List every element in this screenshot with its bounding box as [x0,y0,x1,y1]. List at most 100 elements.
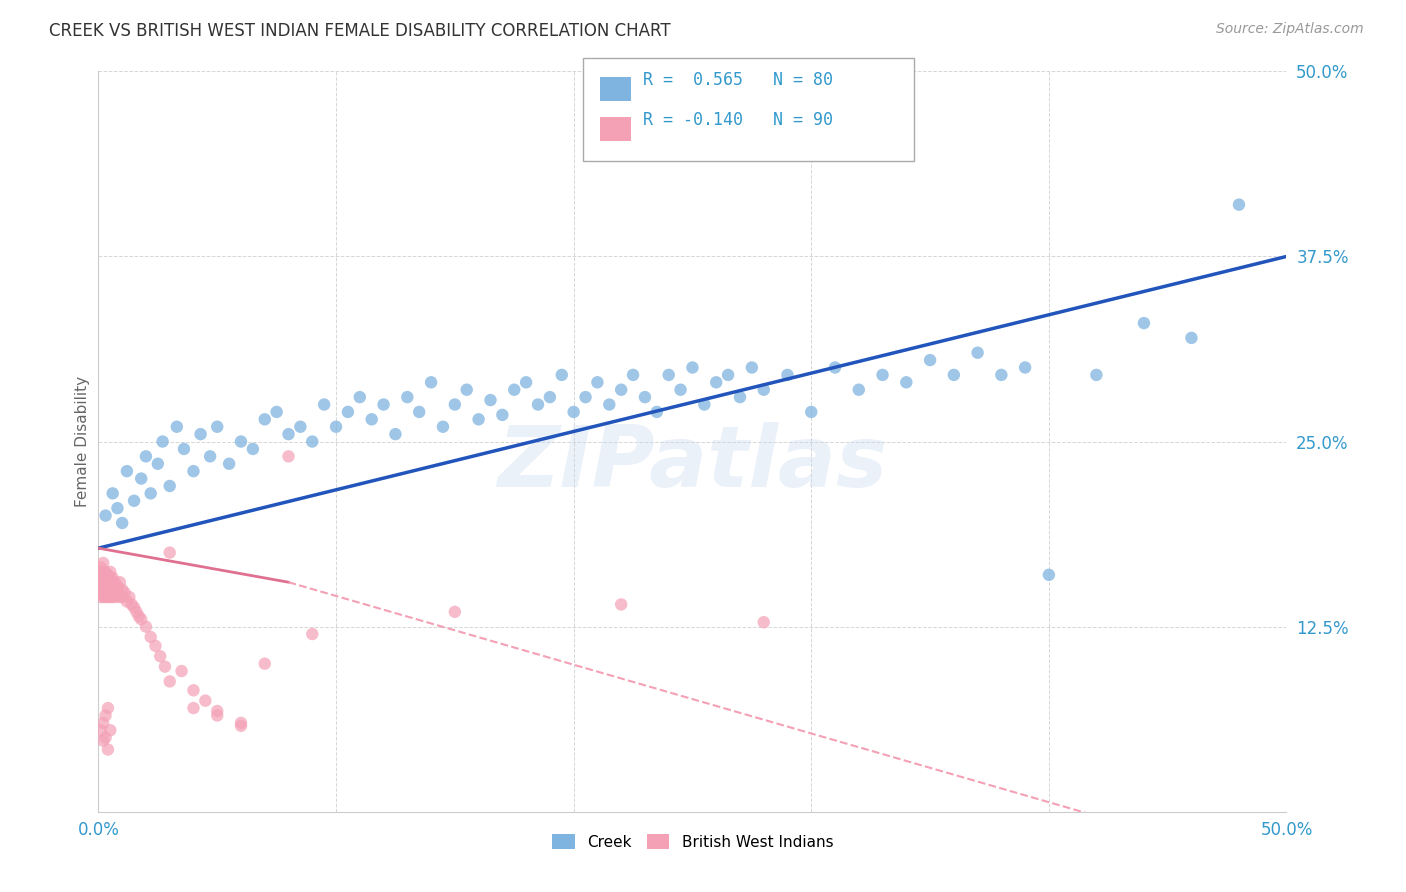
Point [98,585,121,599]
Point [139,486,162,500]
Point [94,567,117,582]
Point [94,565,117,579]
Point [159,546,181,560]
Point [104,575,127,590]
Point [97,578,120,592]
Point [91,565,114,579]
Point [277,450,299,464]
Text: Source: ZipAtlas.com: Source: ZipAtlas.com [1216,22,1364,37]
Point [98,580,121,594]
Point [101,590,124,604]
Point [91,733,114,747]
Point [135,450,157,464]
Point [966,345,988,359]
Point [170,664,193,678]
Point [848,383,870,397]
Point [634,390,657,404]
Point [94,575,117,590]
Point [717,368,740,382]
Point [94,585,117,599]
Point [752,383,775,397]
Point [94,580,117,594]
Point [90,575,112,590]
Point [704,376,727,390]
Point [114,585,136,599]
Point [97,742,120,756]
Point [94,575,117,590]
Point [115,594,138,608]
Point [408,405,430,419]
Point [776,368,799,382]
Point [129,612,152,626]
Point [101,585,124,599]
Point [111,516,134,530]
Point [456,383,478,397]
Point [198,450,221,464]
Point [146,457,169,471]
Point [586,376,609,390]
Point [91,571,114,585]
Point [942,368,965,382]
Point [253,412,276,426]
Point [872,368,894,382]
Point [1180,331,1202,345]
Point [527,398,550,412]
Point [183,464,205,478]
Point [135,619,157,633]
Point [159,479,181,493]
Point [98,723,121,738]
Point [104,590,127,604]
Point [101,571,124,585]
Point [90,567,112,582]
Point [741,360,763,375]
Text: R =  0.565   N = 80: R = 0.565 N = 80 [643,71,832,89]
Point [91,571,114,585]
Point [621,368,644,382]
Point [669,383,692,397]
Point [896,376,918,390]
Legend: Creek, British West Indians: Creek, British West Indians [546,828,839,856]
Point [207,708,229,723]
Point [108,575,131,590]
Point [101,580,124,594]
Point [90,567,112,582]
Point [207,704,229,718]
Point [173,442,195,456]
Point [290,419,312,434]
Point [598,398,620,412]
Point [97,590,120,604]
Point [301,434,323,449]
Point [515,376,537,390]
Point [104,585,127,599]
Point [253,657,276,671]
Point [139,630,162,644]
Point [444,398,467,412]
Point [91,575,114,590]
Point [503,383,526,397]
Point [98,590,121,604]
Text: CREEK VS BRITISH WEST INDIAN FEMALE DISABILITY CORRELATION CHART: CREEK VS BRITISH WEST INDIAN FEMALE DISA… [49,22,671,40]
Point [94,708,117,723]
Point [91,567,114,582]
Point [800,405,823,419]
Point [90,565,112,579]
Point [301,627,323,641]
Point [107,580,129,594]
Point [94,590,117,604]
Point [107,585,129,599]
Point [229,434,252,449]
Point [373,398,395,412]
Point [90,575,112,590]
Point [218,457,240,471]
Point [108,590,131,604]
Point [90,723,112,738]
Point [824,360,846,375]
Point [491,408,513,422]
Point [229,715,252,730]
Point [325,419,347,434]
Point [360,412,382,426]
Point [94,731,117,745]
Point [111,582,134,597]
Point [153,659,176,673]
Point [610,383,633,397]
